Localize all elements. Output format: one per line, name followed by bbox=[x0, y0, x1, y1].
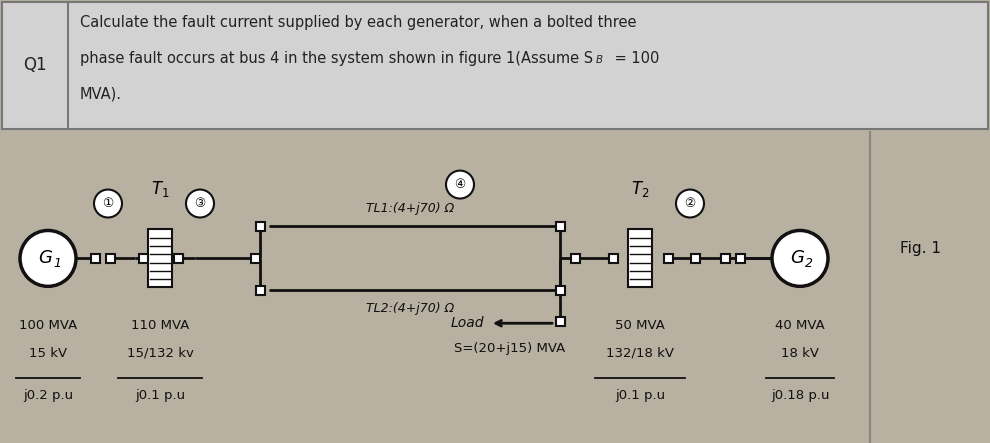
Bar bbox=[609, 254, 618, 263]
Text: TL1:(4+j70) Ω: TL1:(4+j70) Ω bbox=[366, 202, 454, 215]
Bar bbox=[255, 286, 264, 295]
Text: $T_1$: $T_1$ bbox=[150, 179, 169, 198]
Text: = 100: = 100 bbox=[610, 51, 659, 66]
Circle shape bbox=[676, 190, 704, 218]
Text: TL2:(4+j70) Ω: TL2:(4+j70) Ω bbox=[366, 302, 454, 315]
Text: 110 MVA: 110 MVA bbox=[131, 319, 189, 332]
Text: 132/18 kV: 132/18 kV bbox=[606, 347, 674, 360]
Bar bbox=[721, 254, 730, 263]
Text: 2: 2 bbox=[805, 257, 813, 270]
Text: j0.1 p.u: j0.1 p.u bbox=[135, 389, 185, 402]
Text: 40 MVA: 40 MVA bbox=[775, 319, 825, 332]
Text: $_B$: $_B$ bbox=[595, 51, 604, 66]
Bar bbox=[690, 254, 700, 263]
Bar bbox=[148, 229, 172, 288]
Text: Fig. 1: Fig. 1 bbox=[900, 241, 940, 256]
Circle shape bbox=[20, 230, 76, 286]
Text: ④: ④ bbox=[454, 178, 465, 191]
Bar bbox=[555, 286, 564, 295]
Bar bbox=[255, 222, 264, 231]
Text: 100 MVA: 100 MVA bbox=[19, 319, 77, 332]
Bar bbox=[173, 254, 182, 263]
Text: ①: ① bbox=[102, 197, 114, 210]
Text: 50 MVA: 50 MVA bbox=[615, 319, 665, 332]
Text: 15/132 kv: 15/132 kv bbox=[127, 347, 193, 360]
Bar bbox=[139, 254, 148, 263]
Text: S=(20+j15) MVA: S=(20+j15) MVA bbox=[454, 342, 565, 355]
Text: ②: ② bbox=[684, 197, 696, 210]
Text: 1: 1 bbox=[53, 257, 61, 270]
Bar bbox=[555, 222, 564, 231]
Circle shape bbox=[94, 190, 122, 218]
Bar bbox=[736, 254, 744, 263]
Text: j0.1 p.u: j0.1 p.u bbox=[615, 389, 665, 402]
Bar bbox=[106, 254, 115, 263]
Text: j0.18 p.u: j0.18 p.u bbox=[771, 389, 830, 402]
Text: Load: Load bbox=[450, 316, 484, 330]
Bar bbox=[628, 229, 652, 288]
Text: Calculate the fault current supplied by each generator, when a bolted three: Calculate the fault current supplied by … bbox=[80, 15, 637, 30]
Circle shape bbox=[186, 190, 214, 218]
Text: j0.2 p.u: j0.2 p.u bbox=[23, 389, 73, 402]
Bar bbox=[663, 254, 672, 263]
Text: ③: ③ bbox=[194, 197, 206, 210]
Text: phase fault occurs at bus 4 in the system shown in figure 1(Assume S: phase fault occurs at bus 4 in the syste… bbox=[80, 51, 593, 66]
Bar bbox=[250, 254, 259, 263]
Text: 18 kV: 18 kV bbox=[781, 347, 819, 360]
Text: G: G bbox=[38, 249, 52, 268]
Text: Q1: Q1 bbox=[23, 56, 47, 74]
Bar bbox=[555, 317, 564, 326]
Text: MVA).: MVA). bbox=[80, 87, 122, 102]
Circle shape bbox=[446, 171, 474, 198]
Text: $T_2$: $T_2$ bbox=[631, 179, 649, 198]
Bar bbox=[570, 254, 579, 263]
Bar bbox=[90, 254, 100, 263]
Text: 15 kV: 15 kV bbox=[29, 347, 67, 360]
Circle shape bbox=[772, 230, 828, 286]
Text: G: G bbox=[790, 249, 804, 268]
